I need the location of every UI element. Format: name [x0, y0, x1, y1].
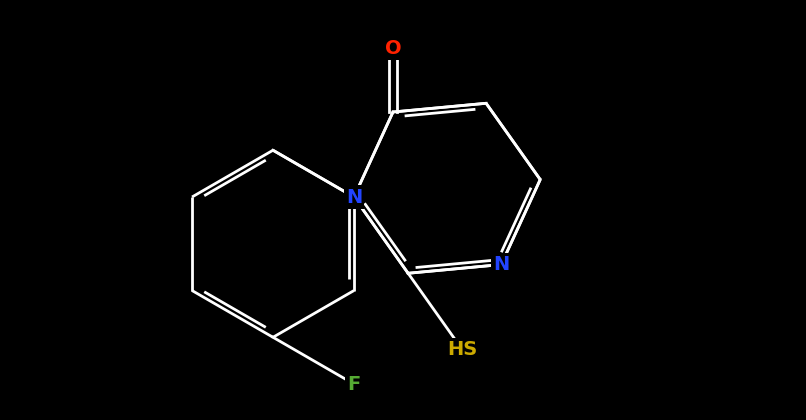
Text: O: O — [384, 39, 401, 58]
Text: HS: HS — [447, 340, 477, 359]
Text: N: N — [346, 187, 362, 207]
Text: F: F — [347, 375, 360, 394]
Text: N: N — [493, 255, 509, 274]
